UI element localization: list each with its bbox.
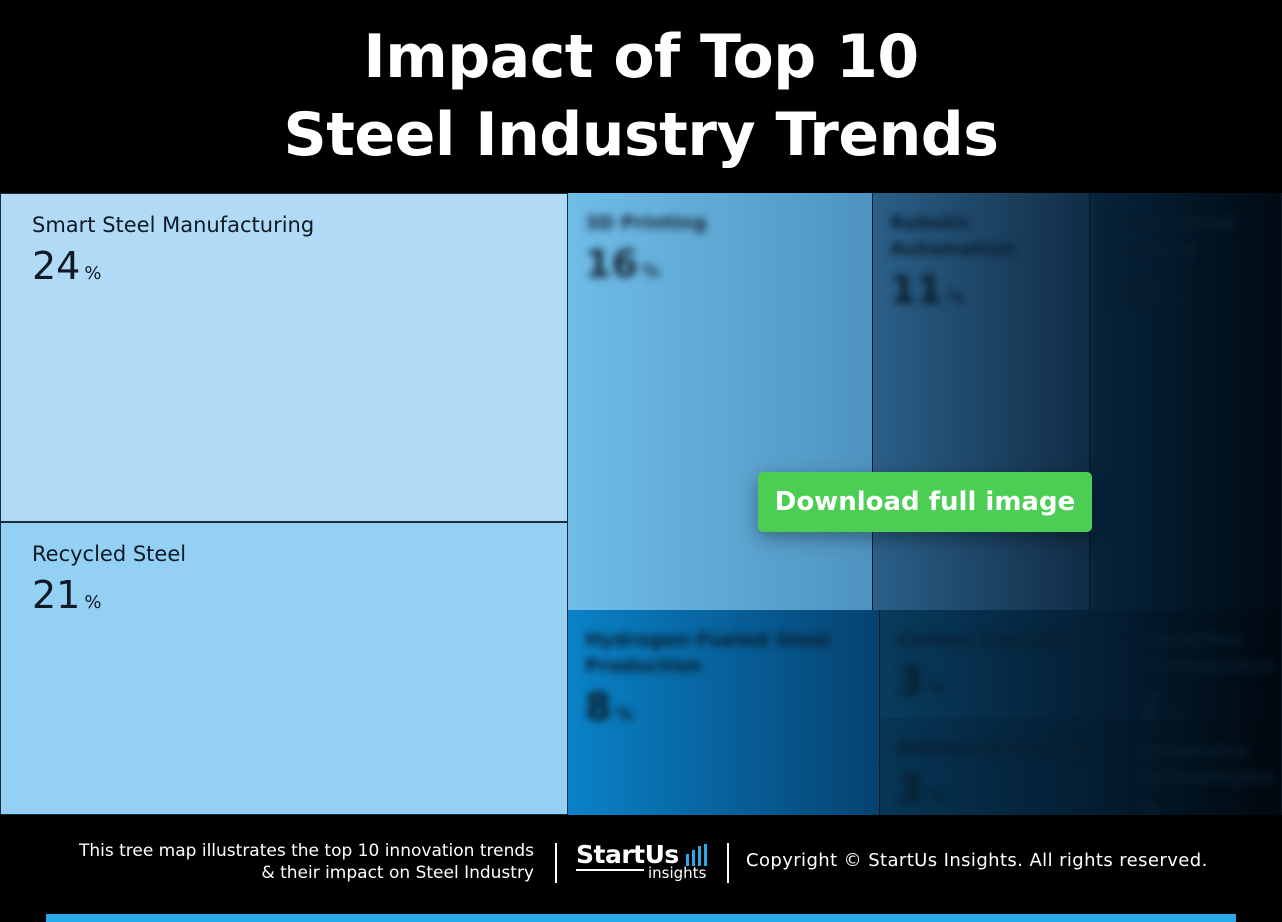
bottom-accent-bar [46,914,1236,922]
chart-title: Impact of Top 10 Steel Industry Trends [0,18,1282,174]
tile-name: Immersive Technologies [1136,740,1275,788]
tile-value: 16% [585,242,660,286]
tile-value-unit: % [1163,287,1182,308]
tile-label-recycled-steel: Recycled Steel 21% [32,541,186,625]
footer-description-line-1: This tree map illustrates the top 10 inn… [78,841,534,861]
tile-value: 2% [1136,796,1275,815]
tile-name: Carbon Capture [897,629,1066,651]
tile-value-unit: % [84,263,102,284]
tile-label-laser-aided-forming: Laser-Aided Forming 10% [1107,210,1235,320]
footer-description: This tree map illustrates the top 10 inn… [0,840,534,884]
treemap-tile-laser-aided-forming: Laser-Aided Forming 10% [1090,193,1282,610]
tile-label-carbon-capture: Carbon Capture 3% [897,627,1065,711]
tile-name: Advanced Coating [897,737,1091,759]
treemap-tile-predictive-maintenance: Predictive Maintenance 2% [1119,610,1282,729]
tile-label-3d-printing: 3D Printing 16% [585,210,707,294]
tile-value: 3% [897,767,946,811]
tile-value-unit: % [615,704,634,725]
treemap: Smart Steel Manufacturing 24% Recycled Ste… [0,193,1282,815]
logo-bars-icon [686,844,707,866]
copyright-text: Copyright © StartUs Insights. All rights… [746,850,1208,871]
tile-value: 24% [32,244,102,288]
tile-value: 10% [1107,268,1182,312]
tile-value: 3% [897,659,946,703]
treemap-tile-smart-steel-manufacturing: Smart Steel Manufacturing 24% [0,193,568,522]
treemap-tile-robotic-automation: Robotic Automation 11% [873,193,1090,610]
tile-value-unit: % [946,287,965,308]
tile-name: Predictive Maintenance [1136,629,1274,677]
tile-value: 11% [890,268,965,312]
footer-divider-left [555,843,557,883]
tile-value-unit: % [84,592,102,613]
tile-name: Laser-Aided Forming [1107,212,1235,260]
tile-value-unit: % [927,786,946,807]
tile-value-unit: % [927,678,946,699]
tile-label-hydrogen-fueled-steel-production: Hydrogen-Fueled Steel Production 8% [585,627,830,737]
tile-name: Smart Steel Manufacturing [32,213,315,237]
download-full-image-button[interactable]: Download full image [758,472,1092,532]
treemap-tile-recycled-steel: Recycled Steel 21% [0,522,568,815]
tile-name: Hydrogen-Fueled Steel Production [585,629,831,677]
logo-underline [576,869,644,871]
treemap-tile-3d-printing: 3D Printing 16% [568,193,873,610]
title-line-1: Impact of Top 10 [363,22,919,92]
logo-brand: StartUs [576,840,679,869]
footer-divider-right [727,843,729,883]
title-line-2: Steel Industry Trends [283,100,999,170]
tile-label-advanced-coating: Advanced Coating 3% [897,735,1091,815]
startus-insights-logo: StartUs insights [574,840,714,886]
tile-value: 21% [32,573,102,617]
tile-name: Robotic Automation [890,212,1016,260]
tile-label-smart-steel-manufacturing: Smart Steel Manufacturing 24% [32,212,314,296]
logo-sub: insights [648,864,707,882]
treemap-tile-hydrogen-fueled-steel-production: Hydrogen-Fueled Steel Production 8% [568,610,880,815]
footer-description-line-2: & their impact on Steel Industry [261,863,534,883]
tile-name: 3D Printing [585,212,707,234]
treemap-tile-carbon-capture: Carbon Capture 3% [880,610,1119,718]
tile-value: 8% [585,685,634,729]
tile-value-unit: % [641,261,660,282]
tile-value-unit: % [1166,704,1185,725]
tile-label-robotic-automation: Robotic Automation 11% [890,210,1015,320]
tile-name: Recycled Steel [32,542,187,566]
treemap-tile-advanced-coating: Advanced Coating 3% [880,718,1119,815]
